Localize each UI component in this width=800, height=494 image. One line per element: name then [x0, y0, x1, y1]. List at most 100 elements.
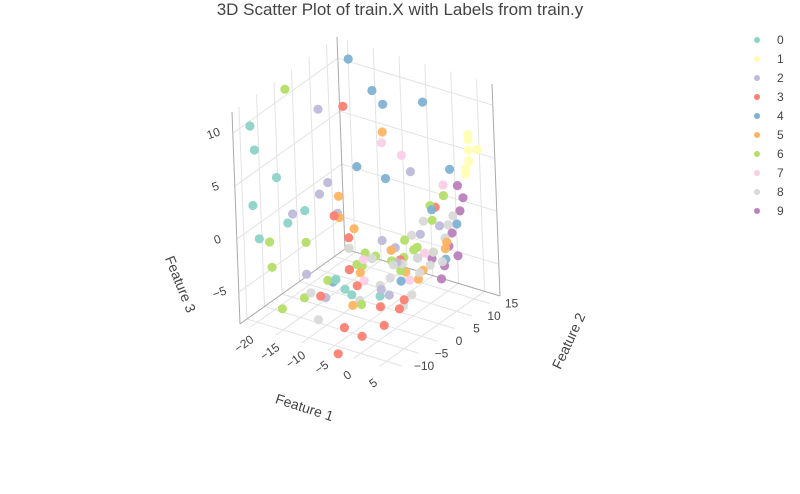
- data-point-class-7[interactable]: [358, 255, 368, 265]
- data-point-class-5[interactable]: [349, 224, 359, 234]
- data-point-class-8[interactable]: [428, 247, 438, 257]
- legend-item-8[interactable]: 8: [754, 185, 784, 199]
- data-point-class-4[interactable]: [427, 205, 437, 215]
- data-point-class-8[interactable]: [367, 254, 377, 264]
- legend-item-7[interactable]: 7: [754, 166, 784, 180]
- legend-item-1[interactable]: 1: [754, 52, 784, 66]
- data-point-class-7[interactable]: [420, 248, 430, 258]
- data-point-class-0[interactable]: [331, 274, 341, 285]
- data-point-class-2[interactable]: [288, 209, 298, 219]
- data-point-class-2[interactable]: [415, 229, 425, 239]
- data-point-class-0[interactable]: [340, 284, 350, 294]
- data-point-class-9[interactable]: [455, 206, 465, 216]
- data-point-class-3[interactable]: [352, 281, 362, 291]
- data-point-class-1[interactable]: [460, 164, 471, 174]
- data-point-class-0[interactable]: [248, 200, 258, 211]
- data-point-class-5[interactable]: [355, 268, 365, 278]
- data-point-class-8[interactable]: [407, 290, 417, 300]
- data-point-class-4[interactable]: [445, 164, 455, 174]
- data-point-class-4[interactable]: [343, 54, 353, 64]
- legend-item-3[interactable]: 3: [754, 90, 784, 104]
- data-point-class-9[interactable]: [436, 274, 447, 284]
- data-point-class-2[interactable]: [377, 235, 387, 246]
- data-point-class-8[interactable]: [388, 260, 398, 270]
- data-point-class-0[interactable]: [283, 218, 293, 228]
- data-point-class-8[interactable]: [413, 253, 423, 263]
- data-point-class-8[interactable]: [306, 288, 316, 298]
- data-point-class-3[interactable]: [394, 304, 405, 314]
- data-point-class-4[interactable]: [380, 173, 391, 184]
- data-point-class-3[interactable]: [329, 211, 339, 221]
- data-point-class-2[interactable]: [323, 177, 333, 188]
- data-point-class-9[interactable]: [453, 251, 463, 261]
- data-point-class-4[interactable]: [417, 97, 428, 107]
- data-point-class-6[interactable]: [427, 215, 437, 225]
- data-point-class-2[interactable]: [384, 290, 394, 300]
- data-point-class-6[interactable]: [356, 299, 367, 310]
- data-point-class-4[interactable]: [378, 99, 388, 109]
- data-point-class-9[interactable]: [447, 228, 457, 238]
- data-point-class-6[interactable]: [267, 262, 277, 272]
- legend-item-6[interactable]: 6: [754, 147, 784, 161]
- data-point-class-6[interactable]: [352, 259, 362, 270]
- data-point-class-8[interactable]: [344, 243, 354, 253]
- legend-item-2[interactable]: 2: [754, 71, 784, 85]
- data-point-class-2[interactable]: [314, 189, 325, 199]
- data-point-class-9[interactable]: [452, 181, 462, 191]
- data-point-class-2[interactable]: [405, 167, 415, 177]
- data-point-class-8[interactable]: [407, 230, 417, 240]
- data-point-class-3[interactable]: [357, 331, 367, 341]
- data-point-class-4[interactable]: [352, 162, 362, 172]
- data-point-class-0[interactable]: [254, 234, 264, 244]
- data-point-class-6[interactable]: [323, 275, 333, 285]
- data-point-class-4[interactable]: [367, 85, 377, 96]
- data-point-class-1[interactable]: [464, 156, 474, 166]
- data-point-class-7[interactable]: [405, 275, 415, 285]
- data-point-class-2[interactable]: [434, 221, 445, 231]
- data-point-class-1[interactable]: [463, 145, 473, 155]
- data-point-class-2[interactable]: [376, 284, 386, 295]
- data-point-class-6[interactable]: [280, 84, 290, 94]
- data-point-class-0[interactable]: [249, 145, 259, 155]
- data-point-class-3[interactable]: [333, 349, 343, 359]
- data-point-class-8[interactable]: [415, 268, 425, 278]
- data-point-class-3[interactable]: [344, 265, 354, 275]
- data-point-class-3[interactable]: [399, 295, 409, 305]
- data-point-class-7[interactable]: [438, 180, 448, 190]
- data-point-class-3[interactable]: [379, 320, 389, 330]
- data-point-class-8[interactable]: [443, 220, 453, 230]
- legend-item-9[interactable]: 9: [754, 204, 784, 218]
- data-point-class-8[interactable]: [448, 211, 458, 221]
- data-point-class-0[interactable]: [347, 290, 357, 300]
- data-point-class-0[interactable]: [271, 172, 282, 183]
- data-point-class-5[interactable]: [386, 245, 396, 255]
- data-point-class-1[interactable]: [463, 129, 473, 140]
- data-point-class-3[interactable]: [344, 233, 354, 243]
- data-point-class-9[interactable]: [458, 193, 468, 203]
- data-point-class-6[interactable]: [400, 235, 410, 245]
- data-point-class-5[interactable]: [348, 300, 358, 310]
- data-point-class-8[interactable]: [418, 216, 428, 226]
- data-point-class-6[interactable]: [301, 237, 311, 247]
- data-point-class-3[interactable]: [338, 101, 348, 111]
- data-point-class-5[interactable]: [377, 127, 387, 137]
- legend-item-4[interactable]: 4: [754, 109, 784, 123]
- data-point-class-5[interactable]: [442, 237, 452, 247]
- data-point-class-8[interactable]: [313, 315, 324, 325]
- data-point-class-2[interactable]: [313, 104, 323, 114]
- data-point-class-7[interactable]: [376, 138, 387, 148]
- data-point-class-6[interactable]: [277, 304, 287, 314]
- data-point-class-1[interactable]: [472, 144, 482, 155]
- data-point-class-7[interactable]: [396, 150, 406, 160]
- data-point-class-3[interactable]: [339, 323, 349, 333]
- data-point-class-2[interactable]: [302, 269, 312, 279]
- data-point-class-6[interactable]: [299, 293, 310, 303]
- data-point-class-3[interactable]: [316, 291, 326, 301]
- data-point-class-0[interactable]: [300, 206, 310, 216]
- data-point-class-6[interactable]: [265, 237, 275, 247]
- data-point-class-8[interactable]: [425, 260, 435, 270]
- data-point-class-8[interactable]: [437, 257, 447, 267]
- data-point-class-7[interactable]: [359, 276, 369, 286]
- data-point-class-4[interactable]: [396, 276, 406, 286]
- legend-item-0[interactable]: 0: [754, 33, 784, 47]
